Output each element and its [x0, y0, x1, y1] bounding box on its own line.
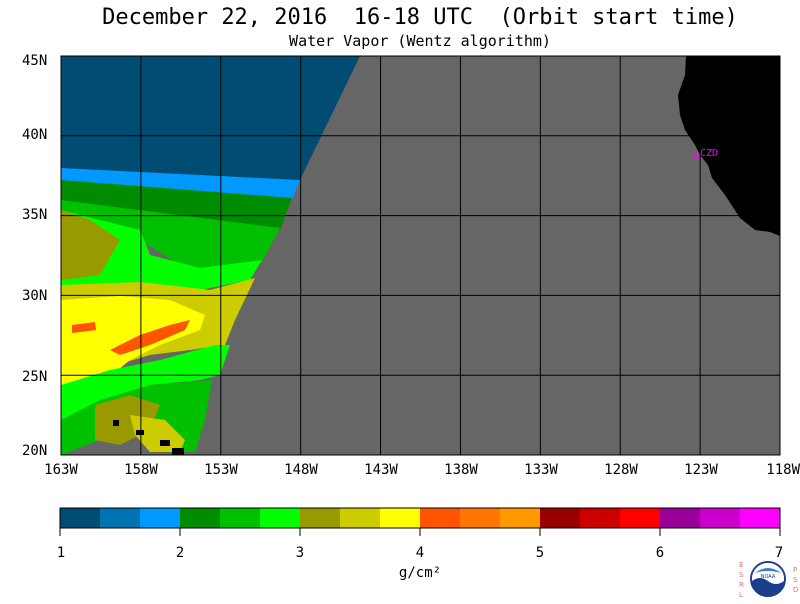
noaa-logo-icon: E S R L P S D NOAA [735, 555, 800, 600]
lon-label-148w: 148W [284, 462, 318, 478]
colorbar-label-7: 7 [774, 545, 784, 561]
lon-label-143w: 143W [364, 462, 398, 478]
colorbar-swatch [580, 508, 620, 528]
colorbar-swatch [460, 508, 500, 528]
colorbar-swatch [220, 508, 260, 528]
swath-low-vapor [61, 56, 360, 190]
lon-label-163w: 163W [44, 462, 78, 478]
colorbar-unit: g/cm² [398, 565, 442, 581]
colorbar-swatch [380, 508, 420, 528]
colorbar-swatch [260, 508, 300, 528]
island-oahu [136, 430, 144, 435]
logo-letter-s2: S [793, 576, 798, 584]
colorbar-swatch [660, 508, 700, 528]
colorbar-swatch [700, 508, 740, 528]
moisture-plume-west [72, 322, 96, 333]
logo-letter-r: R [739, 581, 744, 589]
logo-center-text: NOAA [761, 574, 776, 580]
island-maui [160, 440, 170, 446]
colorbar-label-4: 4 [415, 545, 425, 561]
swath-band-hawaii [130, 415, 185, 452]
lon-label-128w: 128W [604, 462, 638, 478]
colorbar-label-6: 6 [655, 545, 665, 561]
colorbar-label-5: 5 [535, 545, 545, 561]
map-border [60, 55, 781, 456]
lat-label-30n: 30N [22, 288, 48, 304]
lon-label-133w: 133W [524, 462, 558, 478]
colorbar-swatch [620, 508, 660, 528]
colorbar-swatch [100, 508, 140, 528]
lon-label-158w: 158W [124, 462, 158, 478]
colorbar-swatch [420, 508, 460, 528]
colorbar-label-3: 3 [295, 545, 305, 561]
colorbar-swatch [60, 508, 100, 528]
lon-label-153w: 153W [204, 462, 238, 478]
colorbar-swatch [340, 508, 380, 528]
island-kauai [113, 420, 119, 426]
map-subtitle: Water Vapor (Wentz algorithm) [289, 32, 551, 50]
colorbar-label-2: 2 [175, 545, 185, 561]
colorbar-swatch [180, 508, 220, 528]
swath-band-green [61, 200, 280, 270]
lat-label-35n: 35N [22, 207, 48, 223]
colorbar-label-1: 1 [56, 545, 66, 561]
lon-label-118w: 118W [766, 462, 800, 478]
logo-letter-l: L [739, 591, 743, 599]
lon-label-123w: 123W [684, 462, 718, 478]
lat-label-40n: 40N [22, 127, 48, 143]
colorbar-swatch [140, 508, 180, 528]
colorbar [59, 507, 781, 536]
lon-label-138w: 138W [444, 462, 478, 478]
logo-letter-p: P [793, 566, 797, 574]
swath-band-olive [61, 210, 120, 280]
station-label: CZD [700, 148, 718, 159]
colorbar-swatch [500, 508, 540, 528]
colorbar-swatch [540, 508, 580, 528]
station-marker: CZD [693, 148, 718, 160]
island-hawaii [172, 448, 184, 455]
lat-label-45n: 45N [22, 53, 48, 69]
lat-label-25n: 25N [22, 369, 48, 385]
colorbar-swatch [740, 508, 780, 528]
moisture-plume-core [110, 320, 190, 355]
swath-band-bright-green [61, 210, 262, 290]
lat-label-20n: 20N [22, 443, 48, 459]
land-california [678, 56, 780, 236]
logo-letter-s: S [739, 571, 744, 579]
colorbar-swatch [300, 508, 340, 528]
data-swath [61, 56, 780, 455]
map-title: December 22, 2016 16-18 UTC (Orbit start… [102, 5, 738, 30]
logo-letter-e: E [739, 561, 743, 569]
logo-letter-d: D [793, 586, 798, 594]
swath-band-light-blue [61, 168, 300, 200]
